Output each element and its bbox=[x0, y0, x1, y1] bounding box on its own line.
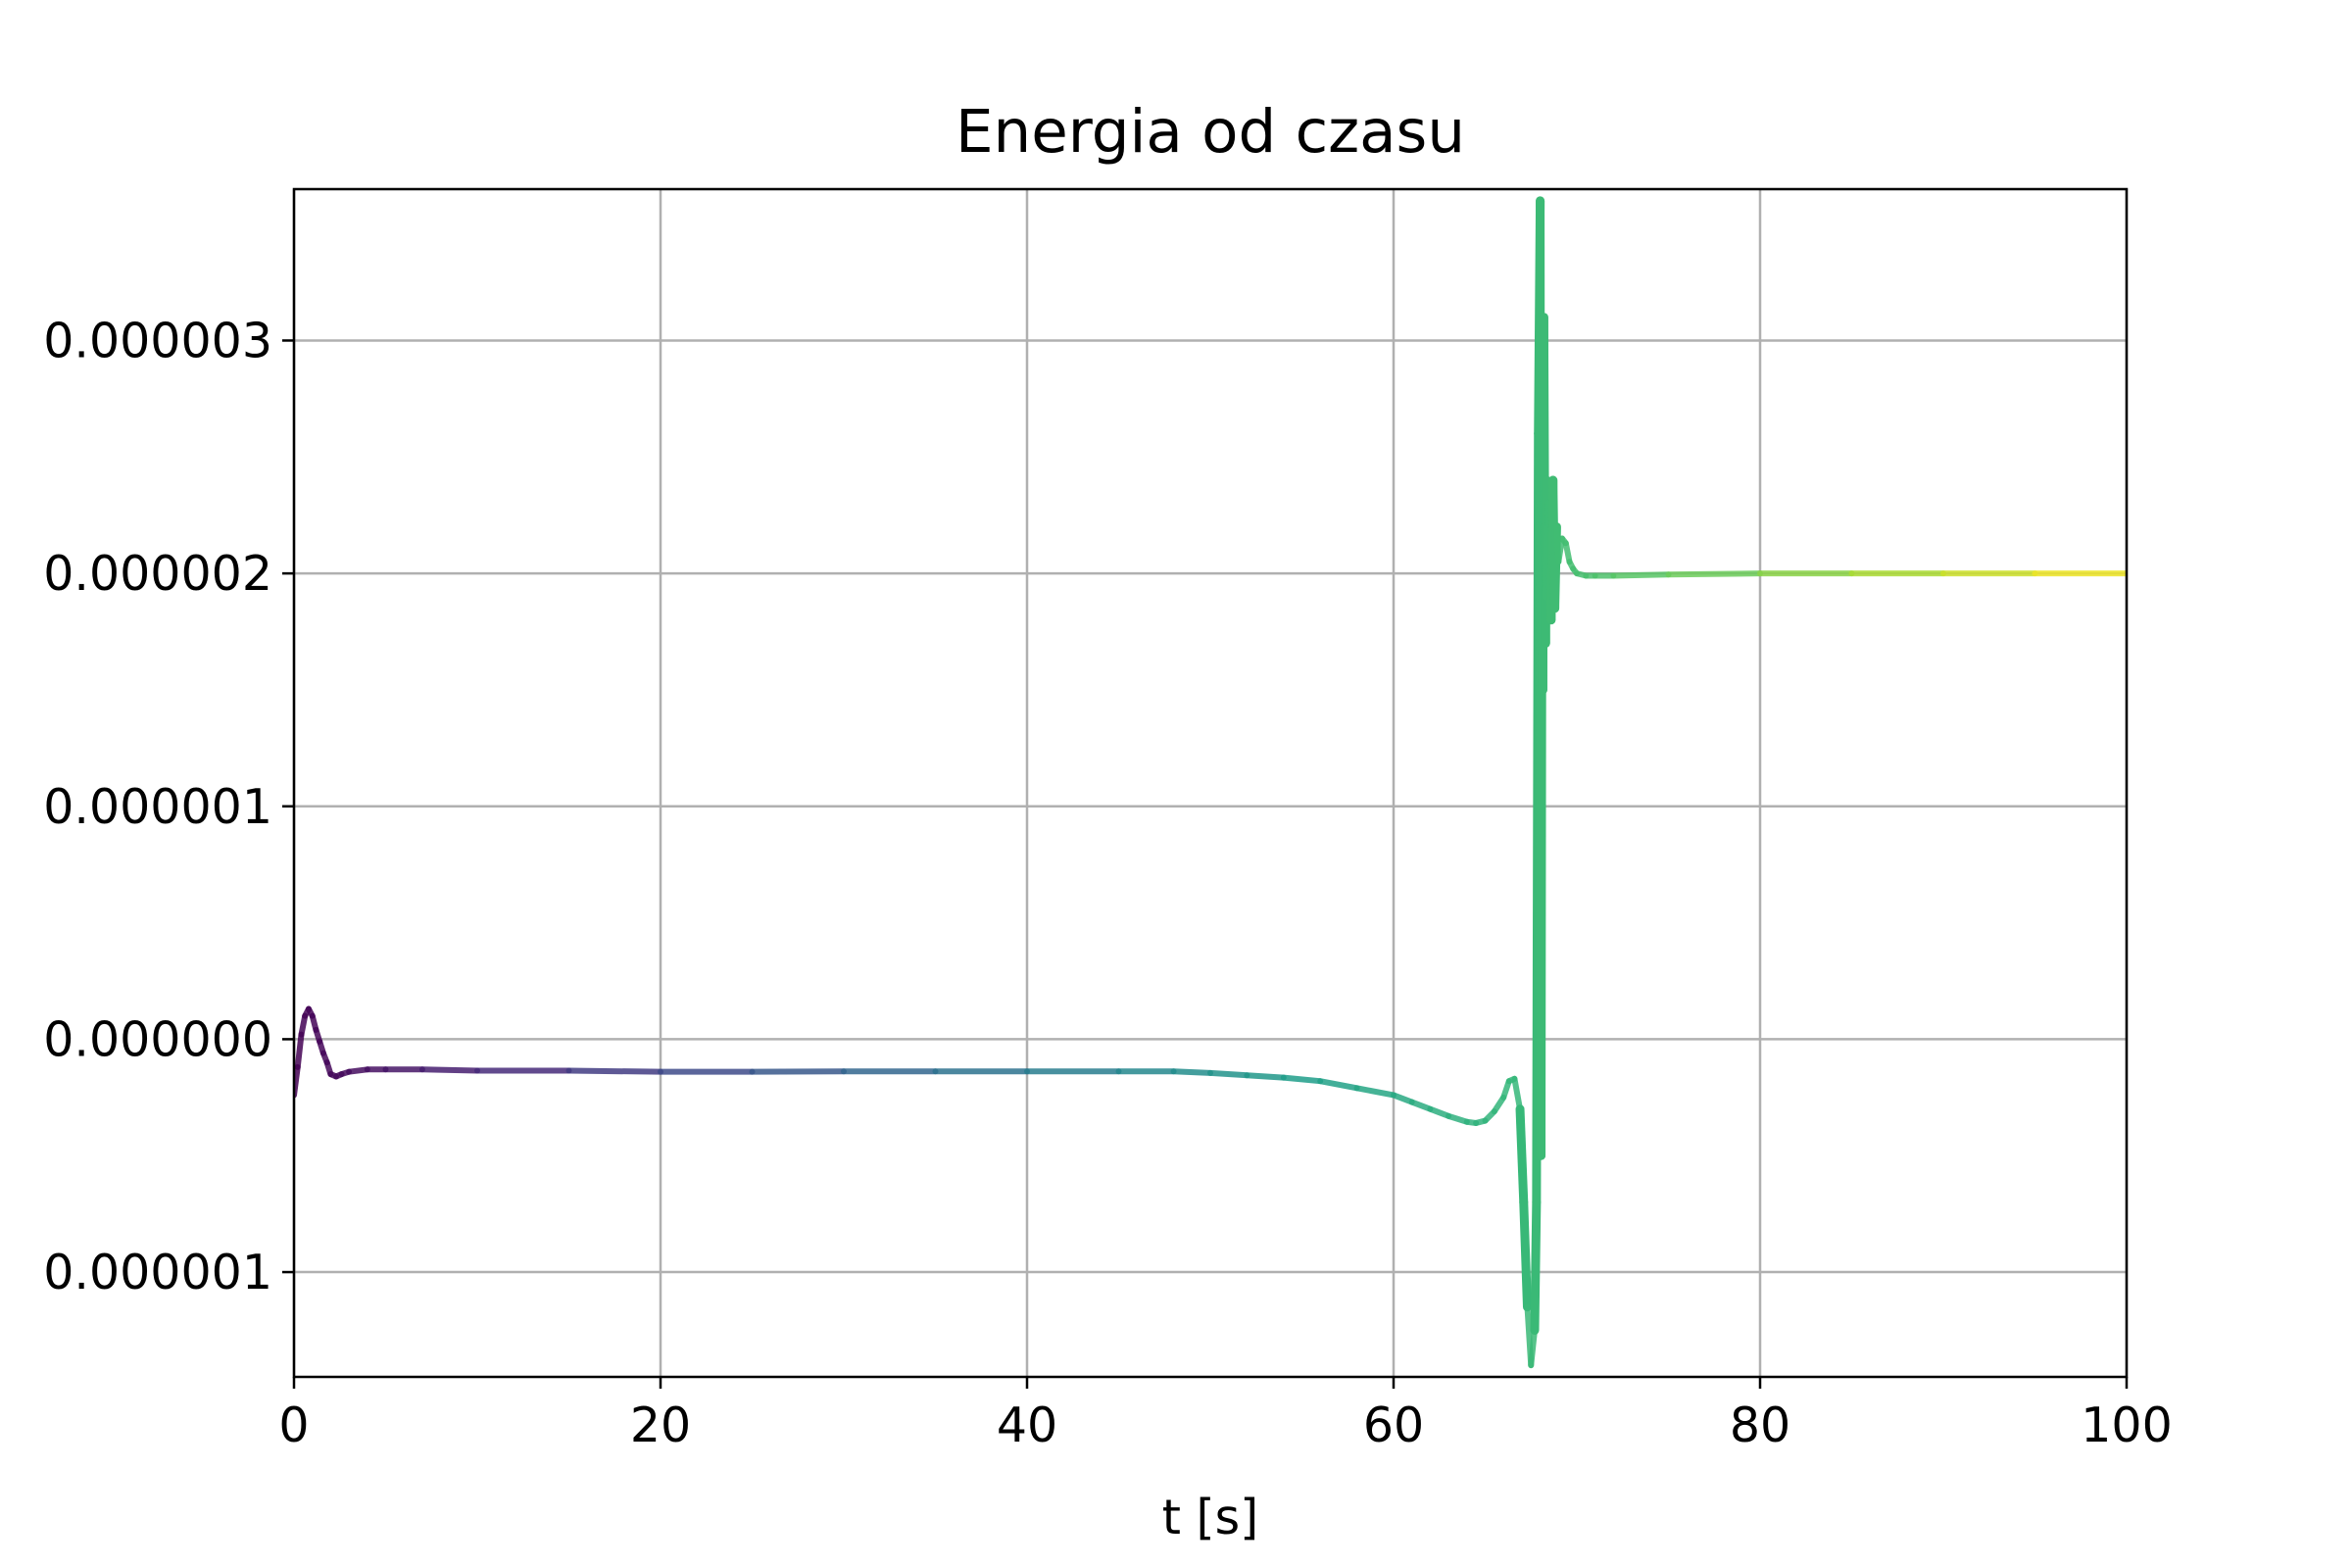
y-tick-label: 0.000001 bbox=[43, 1245, 272, 1300]
series-segment bbox=[1408, 1099, 1434, 1112]
series-segment bbox=[1317, 1078, 1360, 1092]
chart-title: Energia od czasu bbox=[956, 97, 1465, 167]
series-segment bbox=[1353, 1085, 1396, 1099]
series-segment bbox=[1528, 1327, 1538, 1369]
series-segment bbox=[1427, 1105, 1452, 1119]
x-axis-ticks: 0 20 40 60 80 100 bbox=[278, 1377, 2173, 1453]
x-tick-label: 20 bbox=[630, 1397, 691, 1453]
x-tick-label: 60 bbox=[1363, 1397, 1424, 1453]
series-segment bbox=[1244, 1072, 1287, 1081]
x-tick-label: 40 bbox=[997, 1397, 1057, 1453]
x-tick-label: 80 bbox=[1730, 1397, 1790, 1453]
y-axis-ticks: 0.000001 0.000000 0.000001 0.000002 0.000003 bbox=[43, 313, 294, 1300]
x-axis-label: t [s] bbox=[1162, 1490, 1259, 1545]
series-segment bbox=[294, 1031, 305, 1070]
y-tick-label: 0.000003 bbox=[43, 313, 272, 368]
x-tick-label: 0 bbox=[278, 1397, 309, 1453]
series-segment bbox=[1391, 1092, 1415, 1105]
series-segment bbox=[1280, 1074, 1324, 1085]
x-tick-label: 100 bbox=[2081, 1397, 2173, 1453]
y-tick-label: 0.000002 bbox=[43, 546, 272, 602]
series-segment bbox=[1170, 1068, 1213, 1076]
series-segment bbox=[1207, 1069, 1250, 1079]
series-segment bbox=[1530, 1198, 1542, 1335]
plot-frame bbox=[292, 187, 2129, 1379]
series-segment bbox=[1519, 1198, 1533, 1312]
series-segment bbox=[298, 1012, 309, 1038]
series-segment bbox=[1446, 1112, 1470, 1125]
series-segment bbox=[418, 1066, 480, 1074]
series-segment bbox=[1665, 570, 1763, 578]
series-layer bbox=[294, 196, 2127, 1369]
series-segment bbox=[1515, 1104, 1529, 1207]
series-segment bbox=[346, 1066, 370, 1075]
series-segment bbox=[1511, 1075, 1524, 1112]
y-tick-label: 0.000000 bbox=[43, 1011, 272, 1067]
series-segment bbox=[1562, 540, 1573, 565]
y-tick-label: 0.000001 bbox=[43, 779, 272, 835]
series-segment bbox=[565, 1067, 663, 1075]
series-segment bbox=[1610, 571, 1672, 579]
